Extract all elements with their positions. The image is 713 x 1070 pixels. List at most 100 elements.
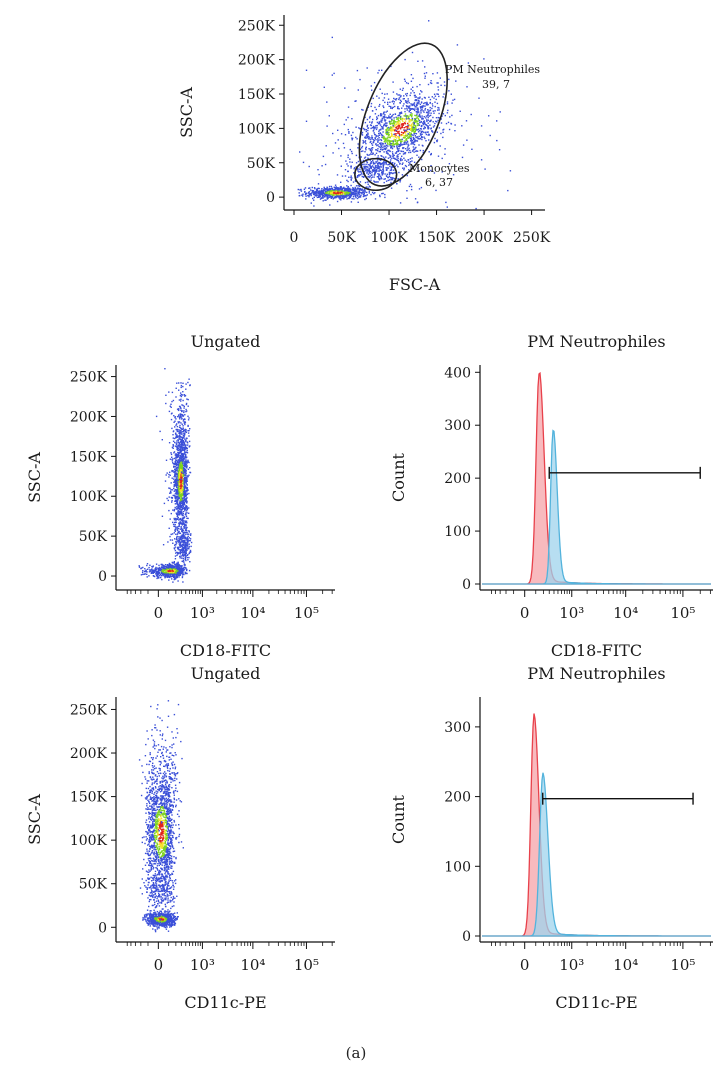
event-dot <box>176 461 178 464</box>
event-dot <box>187 444 189 446</box>
event-dot <box>346 198 348 200</box>
event-dot <box>182 467 185 469</box>
event-dot <box>381 149 383 151</box>
event-dot <box>181 568 183 570</box>
event-dot <box>410 92 412 94</box>
event-dot <box>383 124 385 127</box>
event-dot <box>170 573 172 575</box>
event-dot <box>377 173 379 175</box>
event-dot <box>343 147 346 149</box>
event-dot <box>405 118 408 120</box>
event-dot <box>166 497 168 500</box>
event-dot <box>359 148 362 150</box>
event-dot <box>382 167 384 169</box>
event-dot <box>421 91 423 93</box>
event-dot <box>401 163 403 165</box>
event-dot <box>385 163 387 165</box>
event-dot <box>376 150 379 152</box>
event-dot <box>428 151 430 153</box>
event-dot <box>178 496 181 498</box>
event-dot <box>370 179 372 181</box>
event-dot <box>375 143 377 145</box>
event-dot <box>421 118 423 120</box>
event-dot <box>380 144 382 146</box>
event-dot <box>371 122 373 124</box>
event-dot <box>189 549 192 552</box>
event-dot <box>418 113 421 115</box>
event-dot <box>424 75 426 77</box>
event-dot <box>344 193 346 196</box>
event-dot <box>181 543 184 545</box>
event-dot <box>181 506 183 508</box>
event-dot <box>391 176 393 179</box>
event-dot <box>401 140 403 142</box>
event-dot <box>354 190 356 192</box>
event-dot <box>422 110 424 112</box>
event-dot <box>182 391 184 393</box>
event-dot <box>388 149 390 151</box>
event-dot <box>414 124 416 127</box>
event-dot <box>183 443 186 445</box>
event-dot <box>182 523 185 525</box>
event-dot <box>144 568 146 570</box>
event-dot <box>355 189 358 191</box>
event-dot <box>403 135 406 137</box>
event-dot <box>374 192 376 194</box>
event-dot <box>328 192 331 195</box>
event-dot <box>182 399 184 402</box>
event-dot <box>174 524 176 526</box>
event-dot <box>375 171 377 173</box>
event-dot <box>183 569 185 572</box>
event-dot <box>405 82 408 84</box>
event-dot <box>417 97 419 99</box>
event-dot <box>360 156 362 158</box>
event-dot <box>409 94 411 97</box>
event-dot <box>450 122 452 125</box>
event-dot <box>165 574 168 577</box>
event-dot <box>432 126 435 128</box>
event-dot <box>185 552 187 555</box>
event-dot <box>178 511 180 514</box>
event-dot <box>169 565 171 567</box>
event-dot <box>365 130 367 133</box>
event-dot <box>185 542 188 544</box>
event-dot <box>170 512 172 515</box>
event-dot <box>170 403 172 405</box>
event-dot <box>177 505 179 507</box>
event-dot <box>360 171 362 173</box>
event-dot <box>413 123 415 125</box>
event-dot <box>374 169 376 172</box>
event-dot <box>187 547 189 550</box>
event-dot <box>448 90 450 92</box>
event-dot <box>338 189 340 191</box>
event-dot <box>424 122 426 124</box>
event-dot <box>186 474 188 477</box>
event-dot <box>344 196 346 198</box>
event-dot <box>297 188 299 191</box>
event-dot <box>175 499 177 502</box>
event-dot <box>316 190 319 192</box>
event-dot <box>172 494 174 497</box>
event-dot <box>379 164 381 166</box>
event-dot <box>165 572 167 574</box>
event-dot <box>398 119 400 122</box>
event-dot <box>400 112 403 114</box>
event-dot <box>367 164 369 166</box>
event-dot <box>413 126 416 129</box>
event-dot <box>386 122 388 124</box>
event-dot <box>176 454 178 456</box>
event-dot <box>412 123 415 125</box>
event-dot <box>182 500 184 502</box>
event-dot <box>177 436 179 438</box>
event-dot <box>367 183 369 185</box>
event-dot <box>407 98 409 100</box>
event-dot <box>434 101 436 103</box>
event-dot <box>379 166 381 168</box>
event-dot <box>408 128 410 130</box>
event-dot <box>176 537 178 539</box>
event-dot <box>438 109 440 111</box>
event-dot <box>158 571 160 573</box>
event-dot <box>365 137 367 139</box>
event-dot <box>184 566 186 568</box>
